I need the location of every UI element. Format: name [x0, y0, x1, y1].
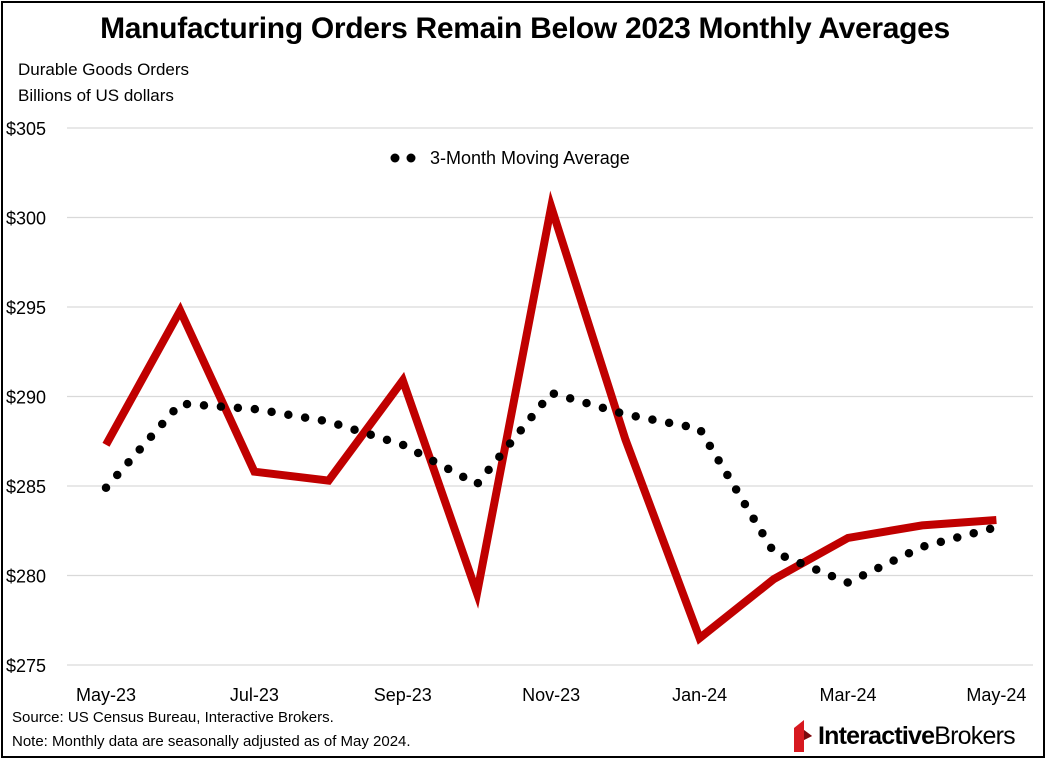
y-axis-ticks: $275 $280 $285 $290 $295 $300 $305 [6, 119, 46, 676]
source-note: Source: US Census Bureau, Interactive Br… [12, 709, 334, 726]
brand-word-brokers: Brokers [934, 722, 1015, 750]
units-label: Billions of US dollars [18, 86, 174, 105]
legend-marker-dot-1 [390, 153, 400, 163]
brand-mark-icon [794, 720, 812, 752]
x-tick-label: Sep-23 [374, 685, 432, 705]
brand-wordmark: InteractiveBrokers [818, 722, 1016, 751]
y-tick-label: $285 [6, 477, 46, 497]
y-tick-label: $275 [6, 656, 46, 676]
chart-subtitle: Durable Goods Orders [18, 60, 190, 79]
y-tick-label: $305 [6, 119, 46, 139]
y-tick-label: $295 [6, 298, 46, 318]
x-tick-label: Mar-24 [819, 685, 876, 705]
legend-label: 3-Month Moving Average [430, 148, 630, 168]
x-tick-label: Jul-23 [230, 685, 279, 705]
series-lines [101, 190, 1001, 645]
legend: 3-Month Moving Average [390, 148, 630, 168]
x-tick-label: May-24 [966, 685, 1026, 705]
moving-average-line [101, 388, 1001, 587]
brand-word-interactive: Interactive [818, 722, 935, 750]
x-tick-label: Nov-23 [522, 685, 580, 705]
y-tick-label: $290 [6, 388, 46, 408]
data-note: Note: Monthly data are seasonally adjust… [12, 733, 411, 750]
interactive-brokers-logo: InteractiveBrokers [790, 718, 1040, 758]
chart-title: Manufacturing Orders Remain Below 2023 M… [100, 12, 950, 45]
gridlines [67, 127, 1033, 666]
x-axis-ticks: May-23 Jul-23 Sep-23 Nov-23 Jan-24 Mar-24 May-… [76, 685, 1026, 705]
x-tick-label: Jan-24 [672, 685, 727, 705]
y-tick-label: $300 [6, 209, 46, 229]
x-tick-label: May-23 [76, 685, 136, 705]
legend-marker-dot-2 [406, 153, 416, 163]
y-tick-label: $280 [6, 567, 46, 587]
